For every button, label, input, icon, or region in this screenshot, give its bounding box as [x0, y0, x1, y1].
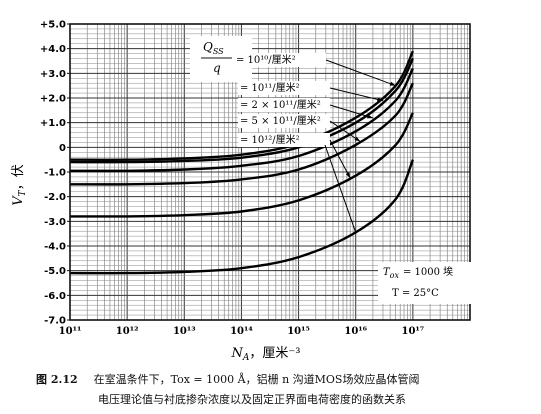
- legend-arrowhead: [345, 172, 351, 179]
- x-tick-label: 10¹⁴: [230, 326, 253, 337]
- y-tick-label: -2.0: [44, 192, 66, 203]
- temp-annotation: T = 25°C: [392, 288, 439, 299]
- figure-number: 图 2.12: [36, 373, 78, 386]
- legend-label: = 2 × 10¹¹/厘米²: [240, 98, 321, 111]
- conditions-annotation: Tox = 1000 埃 T = 25°C: [378, 262, 480, 304]
- y-axis-label: VT，伏: [11, 164, 28, 205]
- legend-label-bg: [234, 53, 326, 67]
- legend-leader-line: [329, 139, 351, 179]
- legend-label-bg: [238, 114, 330, 128]
- series-line-1: [69, 50, 414, 161]
- legend: = 10¹⁰/厘米² = 10¹¹/厘米² = 2 × 10¹¹/厘米² = 5 × …: [234, 53, 396, 233]
- legend-arrowhead: [389, 81, 396, 86]
- y-tick-label: -7.0: [44, 316, 66, 327]
- legend-leader-line: [329, 104, 374, 119]
- legend-leader-line: [329, 87, 384, 102]
- x-tick-label: 10¹³: [173, 326, 196, 337]
- y-tick-label: -4.0: [44, 242, 66, 253]
- figure-caption: 图 2.12 在室温条件下，Tox = 1000 Å，铝栅 n 沟道MOS场效应晶…: [36, 370, 536, 410]
- tox-annotation: Tox = 1000 埃: [383, 265, 453, 280]
- series-line-3: [69, 67, 414, 173]
- y-tick-label: -3.0: [44, 217, 66, 228]
- y-tick-label: +2.0: [40, 94, 66, 105]
- svg-text:QSS: QSS: [203, 40, 224, 56]
- x-tick-label: 10¹⁶: [344, 326, 367, 337]
- y-tick-label: +1.0: [40, 118, 66, 129]
- legend-arrowhead: [377, 97, 383, 102]
- y-tick-label: -1.0: [44, 168, 66, 179]
- x-tick-label: 10¹⁷: [402, 326, 425, 337]
- legend-label: = 10¹²/厘米²: [240, 133, 300, 146]
- series-6-leader-line: [324, 144, 357, 233]
- legend-label: = 5 × 10¹¹/厘米²: [240, 114, 321, 127]
- svg-text:q: q: [213, 61, 221, 75]
- legend-arrowhead: [354, 136, 361, 142]
- x-axis: 10¹¹ 10¹² 10¹³ 10¹⁴ 10¹⁵ 10¹⁶ 10¹⁷: [59, 326, 425, 337]
- y-tick-label: 0: [59, 143, 66, 154]
- y-tick-label: +4.0: [40, 44, 66, 55]
- y-axis: +5.0 +4.0 +3.0 +2.0 +1.0 0 -1.0 -2.0 -3.0 -4.0 -5.…: [40, 20, 70, 327]
- legend-label-bg: [238, 98, 330, 112]
- x-tick-label: 10¹⁵: [287, 326, 310, 337]
- legend-header-numerator: Q: [203, 40, 213, 54]
- legend-arrowhead: [366, 114, 373, 119]
- legend-leader-line: [325, 59, 396, 87]
- y-tick-label: +3.0: [40, 69, 66, 80]
- y-tick-label: +5.0: [40, 20, 66, 31]
- x-tick-label: 10¹²: [116, 326, 139, 337]
- legend-label-bg: [238, 133, 330, 147]
- series-line-6: [69, 159, 415, 275]
- chart-series: [69, 50, 415, 275]
- x-tick-label: 10¹¹: [59, 326, 82, 337]
- caption-line-2: 电压理论值与衬底掺杂浓度以及固定正界面电荷密度的函数关系: [98, 393, 406, 406]
- series-line-4: [69, 82, 414, 186]
- y-tick-label: -5.0: [44, 266, 66, 277]
- series-line-5: [69, 112, 414, 218]
- legend-label: = 10¹¹/厘米²: [240, 81, 300, 94]
- x-axis-label: NA，厘米⁻³: [231, 346, 301, 363]
- y-tick-label: -6.0: [44, 291, 66, 302]
- legend-label: = 10¹⁰/厘米²: [236, 53, 296, 66]
- caption-line-1: 在室温条件下，Tox = 1000 Å，铝栅 n 沟道MOS场效应晶体管阈: [93, 373, 420, 386]
- legend-label-bg: [238, 81, 330, 95]
- series-line-2: [69, 57, 414, 164]
- legend-leader-line: [329, 120, 361, 142]
